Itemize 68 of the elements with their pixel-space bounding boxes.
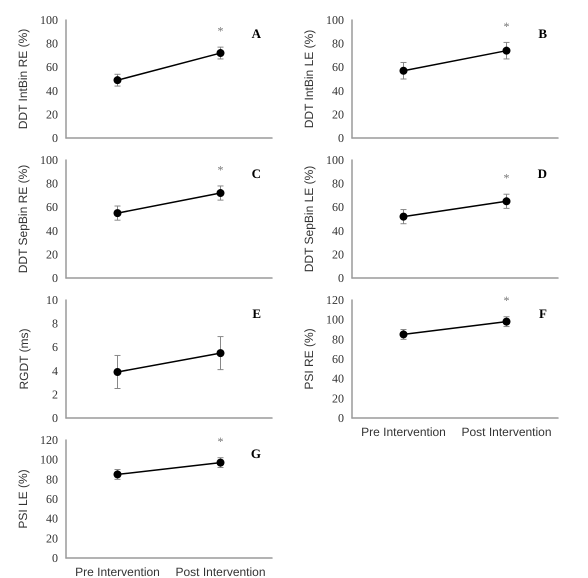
y-tick-label: 20 — [46, 247, 58, 262]
y-tick-label: 80 — [46, 176, 58, 191]
y-tick-label: 60 — [332, 352, 344, 366]
y-tick-label: 80 — [46, 472, 58, 486]
y-tick-label: 60 — [46, 492, 58, 506]
y-tick-label: 80 — [46, 36, 58, 51]
y-tick-label: 80 — [332, 36, 344, 51]
y-tick-label: 20 — [332, 391, 344, 406]
text: E — [252, 306, 261, 321]
y-tick-label: 0 — [52, 411, 58, 425]
text: B — [538, 26, 548, 41]
annotation: * — [504, 19, 510, 34]
text: A — [252, 26, 262, 41]
y-tick-label: 40 — [46, 224, 58, 238]
y-tick-label: 80 — [332, 176, 344, 191]
y-tick-label: 60 — [46, 60, 58, 74]
text: C — [252, 166, 261, 181]
y-tick-label: 0 — [52, 271, 58, 285]
y-tick-label: 2 — [52, 387, 58, 402]
y-axis-title: DDT SepBin LE (%) — [302, 166, 316, 272]
y-tick-label: 100 — [326, 312, 344, 327]
y-tick-label: 120 — [40, 433, 58, 447]
y-tick-label: 40 — [332, 372, 344, 386]
y-tick-label: 60 — [46, 200, 58, 214]
y-tick-label: 40 — [46, 84, 58, 98]
y-axis-title: PSI RE (%) — [302, 328, 316, 390]
y-tick-label: 10 — [46, 293, 58, 307]
y-tick-label: 60 — [332, 60, 344, 74]
annotation: * — [504, 171, 510, 186]
y-tick-label: 100 — [40, 153, 58, 167]
y-tick-label: 0 — [338, 411, 344, 425]
text: G — [250, 446, 262, 461]
y-tick-label: 0 — [52, 131, 58, 145]
y-tick-label: 40 — [332, 84, 344, 98]
y-tick-label: 120 — [326, 293, 344, 307]
text: F — [539, 306, 548, 321]
y-axis-title: DDT IntBin LE (%) — [302, 30, 316, 128]
y-tick-label: 40 — [332, 224, 344, 238]
y-tick-label: 100 — [40, 13, 58, 27]
y-axis-title: DDT IntBin RE (%) — [16, 28, 30, 130]
y-tick-label: 20 — [46, 531, 58, 546]
y-tick-label: 0 — [338, 271, 344, 285]
x-tick-label: Post Intervention — [175, 565, 266, 578]
y-axis-title: PSI LE (%) — [16, 469, 30, 529]
annotation: * — [504, 294, 510, 308]
y-tick-label: 0 — [338, 131, 344, 145]
y-tick-label: 20 — [332, 247, 344, 262]
y-tick-label: 20 — [46, 107, 58, 122]
y-tick-label: 20 — [332, 107, 344, 122]
annotation: * — [218, 24, 224, 38]
y-tick-label: 100 — [40, 452, 58, 467]
y-axis-title: DDT SepBin RE (%) — [16, 164, 30, 274]
y-tick-label: 6 — [52, 340, 58, 354]
annotation: * — [218, 162, 224, 177]
annotation: * — [218, 434, 224, 449]
y-tick-label: 100 — [326, 153, 344, 167]
y-tick-label: 80 — [332, 332, 344, 346]
x-tick-label: Post Intervention — [461, 425, 552, 439]
text: D — [538, 166, 547, 181]
y-tick-label: 100 — [326, 13, 344, 27]
y-tick-label: 40 — [46, 512, 58, 526]
x-tick-label: Pre Intervention — [361, 425, 446, 439]
y-tick-label: 8 — [52, 316, 58, 331]
x-tick-label: Pre Intervention — [75, 565, 160, 578]
y-tick-label: 4 — [52, 364, 58, 378]
y-tick-label: 0 — [52, 551, 58, 565]
y-axis-title: RGDT (ms) — [17, 328, 31, 390]
y-tick-label: 60 — [332, 200, 344, 214]
